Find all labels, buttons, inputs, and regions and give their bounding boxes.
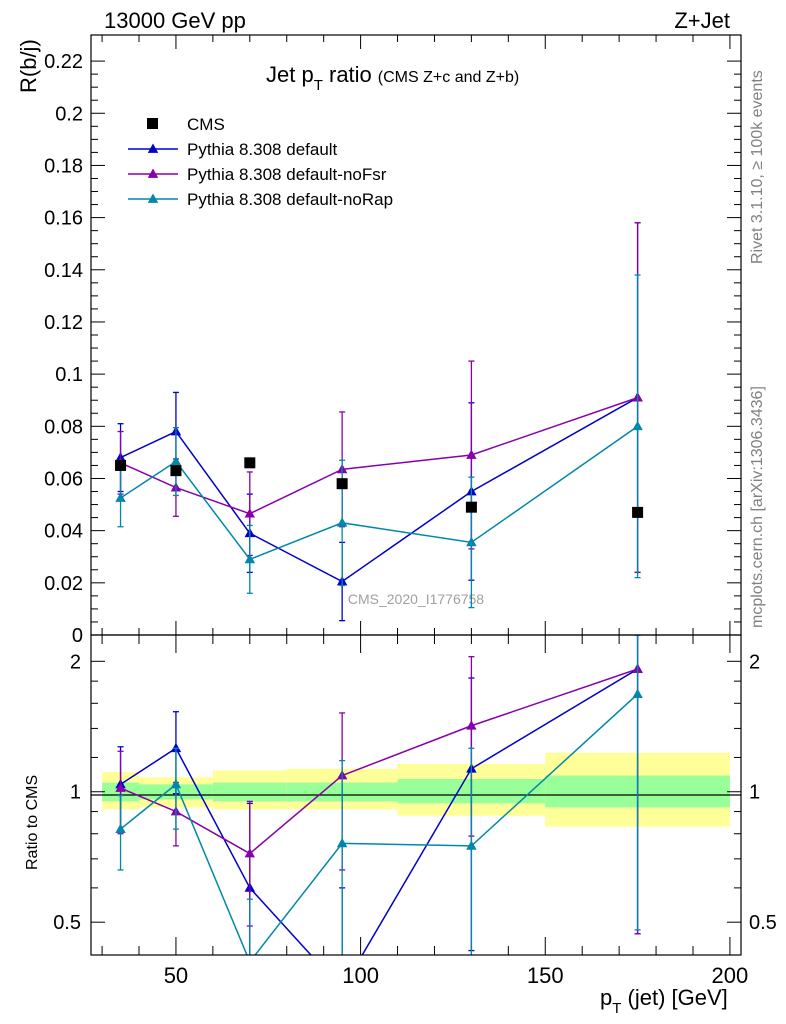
ratio-ylabel: Ratio to CMS <box>24 775 41 870</box>
main-series-1 <box>115 222 643 622</box>
ratio-tick-layer: 0.5 0.5 1 1 2 2 50 100 150 200 <box>53 635 777 988</box>
ratio-point <box>115 782 126 792</box>
ratio-point <box>336 837 348 848</box>
main-ytick-label: 0.1 <box>55 364 83 386</box>
ratio-series-line <box>120 693 639 955</box>
header-right: Z+Jet <box>674 8 730 33</box>
header-left: 13000 GeV pp <box>104 8 246 33</box>
ratio-series-layer <box>115 635 643 965</box>
main-ytick-label: 0.16 <box>44 208 83 230</box>
main-ytick-label: 0.22 <box>44 51 83 73</box>
main-series-layer <box>115 222 643 622</box>
main-series-2 <box>115 222 643 574</box>
ratio-point <box>466 720 477 730</box>
ratio-point <box>244 848 256 858</box>
main-ytick-label: 0.14 <box>44 260 83 282</box>
data-point <box>244 553 256 564</box>
uncertainty-band-inner <box>212 782 287 802</box>
main-ytick-label: 0 <box>72 625 83 647</box>
ratio-ytick-label: 2 <box>70 651 81 673</box>
main-ytick-label: 0.04 <box>44 521 83 543</box>
ratio-xlabel: pT (jet) [GeV] <box>600 985 728 1017</box>
ratio-ytick-label-right: 0.5 <box>749 912 777 934</box>
data-point <box>244 508 256 518</box>
main-tick-layer: 0 0.02 0.04 0.06 0.08 0.1 0.12 0.14 0.16 0.18 0.2 0… <box>44 35 741 647</box>
main-ytick-label: 0.2 <box>55 103 83 125</box>
ratio-point <box>245 956 255 965</box>
main-ylabel: R(b/j) <box>16 39 41 93</box>
data-point <box>115 492 126 502</box>
legend: CMS Pythia 8.308 default Pythia 8.308 defa… <box>128 115 393 209</box>
legend-marker <box>147 193 159 203</box>
series-line <box>120 425 639 561</box>
ratio-ytick-label: 1 <box>70 782 81 804</box>
data-point <box>170 456 182 466</box>
ratio-point <box>170 778 182 789</box>
legend-label-cms: CMS <box>187 115 225 134</box>
series-line <box>120 396 638 583</box>
ratio-series-line <box>120 668 638 855</box>
main-series-3 <box>115 274 643 609</box>
ratio-point <box>115 823 126 833</box>
ratio-point <box>466 840 477 850</box>
data-point <box>466 449 477 459</box>
ratio-panel: 0.5 0.5 1 1 2 2 50 100 150 200 Ratio to CMS pT (j… <box>24 634 777 1017</box>
ratio-ytick-label: 0.5 <box>53 912 81 934</box>
legend-marker <box>147 143 159 153</box>
watermark: CMS_2020_I1776758 <box>348 591 484 607</box>
ratio-ytick-label-right: 1 <box>749 782 760 804</box>
main-ytick-label: 0.12 <box>44 312 83 334</box>
ratio-xtick-label: 100 <box>342 963 379 988</box>
legend-label: Pythia 8.308 default-noRap <box>187 190 393 209</box>
data-point <box>632 420 643 431</box>
cms-data-point <box>244 457 256 469</box>
main-panel: Jet pT ratio (CMS Z+c and Z+b) R(b/j) CMS… <box>16 34 742 647</box>
ratio-xtick-label: 50 <box>164 963 188 988</box>
mcplots-label: mcplots.cern.ch [arXiv:1306.3436] <box>749 386 766 628</box>
ratio-ytick-label-right: 2 <box>749 651 760 673</box>
ratio-xtick-label: 150 <box>527 963 564 988</box>
ratio-point <box>632 688 643 698</box>
ratio-xtick-label: 200 <box>712 963 749 988</box>
legend-label: Pythia 8.308 default-noFsr <box>187 165 387 184</box>
main-data-layer <box>115 457 644 518</box>
series-line <box>120 396 638 515</box>
main-ytick-label: 0.08 <box>44 416 83 438</box>
legend-marker <box>147 168 159 178</box>
rivet-label: Rivet 3.1.10, ≥ 100k events <box>749 70 766 264</box>
cms-data-point <box>465 501 477 513</box>
cms-data-point <box>336 478 348 490</box>
main-ytick-label: 0.02 <box>44 573 83 595</box>
main-title: Jet pT ratio (CMS Z+c and Z+b) <box>266 62 519 94</box>
cms-data-point <box>115 459 127 471</box>
data-point <box>466 536 477 547</box>
data-point <box>336 517 348 527</box>
ratio-series-3 <box>115 635 643 965</box>
ratio-point <box>170 742 182 753</box>
legend-label: Pythia 8.308 default <box>187 140 338 159</box>
main-ytick-label: 0.18 <box>44 155 83 177</box>
ratio-series-line <box>120 668 638 955</box>
cms-data-point <box>632 506 644 518</box>
cms-data-point <box>170 465 182 477</box>
legend-marker-cms <box>147 118 158 129</box>
ratio-frame <box>90 634 742 956</box>
main-ytick-label: 0.06 <box>44 468 83 490</box>
ratio-band-layer <box>102 752 730 827</box>
